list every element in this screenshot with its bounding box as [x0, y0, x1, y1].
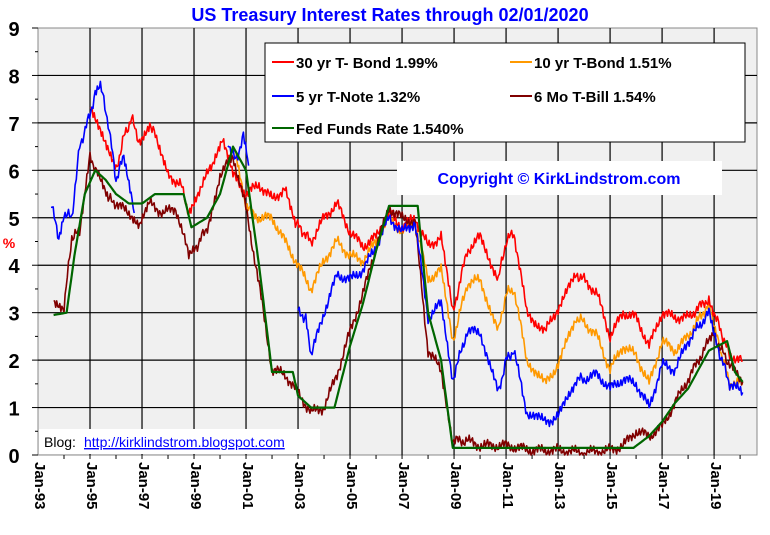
blog-label: Blog:	[44, 434, 76, 450]
x-tick-label: Jan-05	[343, 462, 360, 510]
legend-label: Fed Funds Rate 1.540%	[296, 121, 464, 138]
y-tick-label: 6	[8, 161, 19, 183]
x-tick-label: Jan-93	[31, 462, 48, 510]
y-tick-label: 1	[8, 399, 19, 421]
y-tick-label: 8	[8, 66, 19, 88]
y-tick-label: 7	[8, 114, 19, 136]
legend-label: 5 yr T-Note 1.32%	[296, 89, 420, 106]
x-tick-label: Jan-95	[83, 462, 100, 510]
x-tick-label: Jan-19	[707, 462, 724, 510]
x-tick-label: Jan-97	[135, 462, 152, 510]
series-line-2	[50, 80, 135, 240]
blog-link[interactable]: http://kirklindstrom.blogspot.com	[84, 434, 285, 450]
legend-label: 10 yr T-Bond 1.51%	[534, 55, 672, 72]
x-tick-label: Jan-15	[603, 462, 620, 510]
x-tick-label: Jan-11	[499, 462, 516, 509]
copyright-box: Copyright © KirkLindstrom.com	[397, 161, 722, 195]
x-tick-label: Jan-99	[187, 462, 204, 510]
x-tick-label: Jan-17	[655, 462, 672, 510]
y-tick-label: 0	[8, 446, 19, 468]
y-axis: 0 1 2 3 4 5 6 7 8 9	[8, 19, 38, 468]
blog-box: Blog: http://kirklindstrom.blogspot.com	[39, 429, 320, 454]
series-line-1	[234, 150, 744, 391]
legend: 30 yr T- Bond 1.99% 10 yr T-Bond 1.51% 5 y…	[264, 42, 746, 143]
x-tick-label: Jan-07	[395, 462, 412, 510]
x-axis: Jan-93 Jan-95 Jan-97 Jan-99 Jan-01 Jan-03 Jan-…	[31, 455, 741, 510]
y-tick-label: 4	[8, 256, 20, 278]
y-tick-label: 5	[8, 209, 19, 231]
series-line-4	[53, 145, 744, 449]
x-tick-label: Jan-13	[551, 462, 568, 510]
x-tick-label: Jan-03	[291, 462, 308, 510]
legend-label: 6 Mo T-Bill 1.54%	[534, 89, 656, 106]
series-line-2	[297, 214, 744, 428]
y-tick-label: 9	[8, 19, 19, 41]
y-tick-label: 3	[8, 304, 19, 326]
y-axis-label: %	[3, 235, 16, 251]
chart-title: US Treasury Interest Rates through 02/01…	[191, 5, 588, 25]
legend-label: 30 yr T- Bond 1.99%	[296, 55, 438, 72]
series-line-3	[53, 151, 744, 456]
series-lines	[50, 80, 744, 456]
copyright-text: Copyright © KirkLindstrom.com	[438, 171, 681, 188]
x-tick-label: Jan-01	[239, 462, 256, 510]
x-tick-label: Jan-09	[447, 462, 464, 510]
y-tick-label: 2	[8, 351, 19, 373]
